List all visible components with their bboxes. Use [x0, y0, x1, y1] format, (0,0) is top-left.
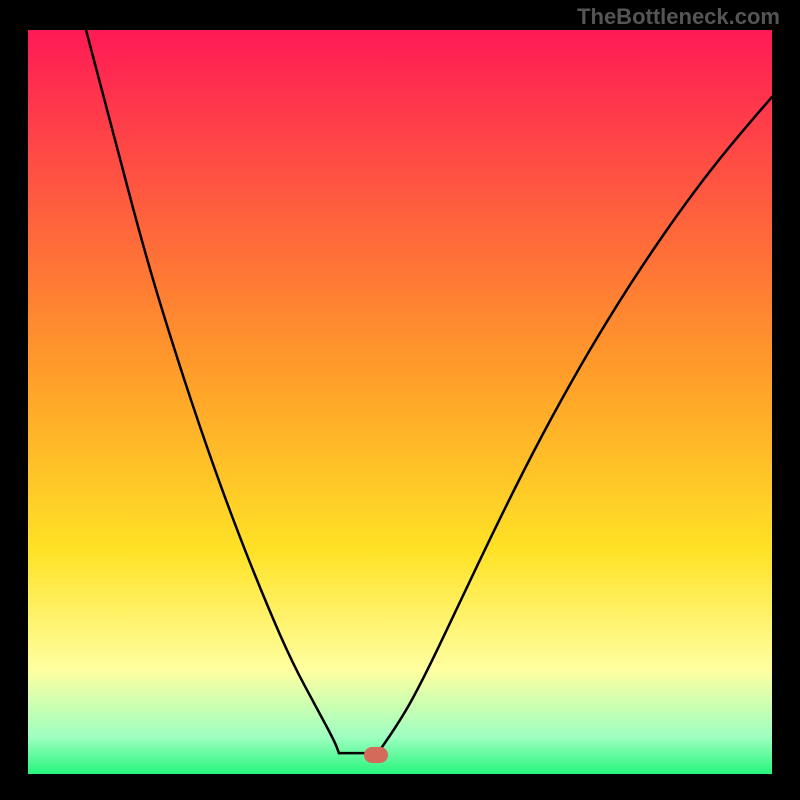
curve-left-branch [86, 30, 339, 753]
curve-right-branch [378, 97, 772, 753]
chart-container: TheBottleneck.com [0, 0, 800, 800]
minimum-marker [364, 747, 388, 763]
watermark-text: TheBottleneck.com [577, 4, 780, 30]
curve-svg [28, 30, 772, 774]
plot-area [28, 30, 772, 774]
